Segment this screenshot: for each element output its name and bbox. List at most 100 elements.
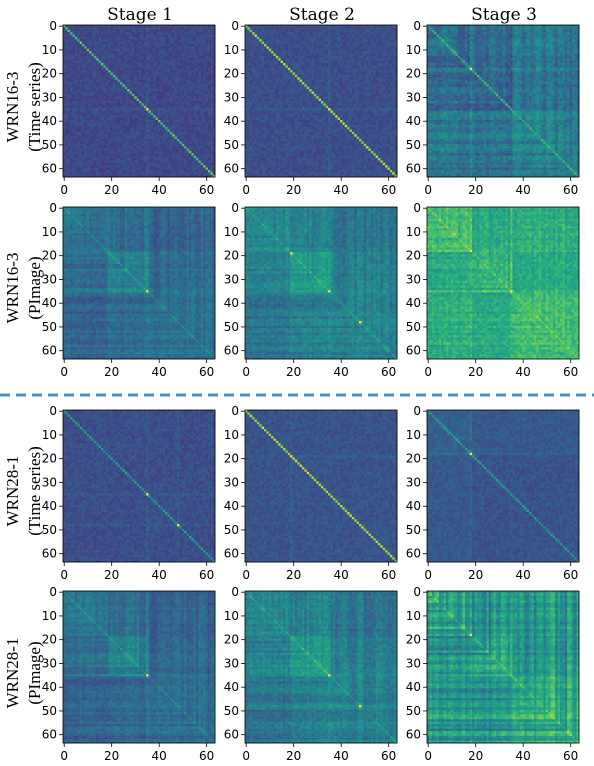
heatmap-cell (146, 30, 149, 33)
heatmap-cell (75, 65, 78, 68)
heatmap-cell (111, 25, 114, 28)
heatmap-cell (99, 73, 102, 76)
heatmap-cell (68, 58, 71, 61)
heatmap-cell (96, 54, 99, 57)
heatmap-cell (75, 25, 78, 28)
heatmap-cell (177, 56, 180, 59)
heatmap-cell (89, 42, 92, 45)
heatmap-cell (189, 80, 192, 83)
heatmap-cell (82, 35, 85, 38)
heatmap-cell (179, 32, 182, 35)
heatmap-cell (141, 44, 144, 47)
heatmap-cell (89, 63, 92, 66)
heatmap-cell (77, 25, 80, 28)
heatmap-cell (113, 27, 116, 30)
heatmap-cell (65, 68, 68, 71)
heatmap-cell (115, 68, 118, 71)
heatmap-cell (70, 37, 73, 40)
heatmap-cell (163, 82, 166, 85)
heatmap-cell (153, 65, 156, 68)
heatmap-cell (206, 61, 209, 64)
heatmap-cell (175, 87, 178, 90)
heatmap-cell (99, 51, 102, 54)
heatmap-cell (194, 32, 197, 35)
heatmap-cell (210, 54, 213, 57)
heatmap-cell (160, 77, 163, 80)
heatmap-cell (96, 70, 99, 73)
heatmap-cell (134, 87, 137, 90)
heatmap-cell (68, 35, 71, 38)
heatmap-cell (103, 27, 106, 30)
heatmap-cell (191, 58, 194, 61)
heatmap-cell (73, 54, 76, 57)
heatmap-cell (134, 77, 137, 80)
heatmap-cell (65, 63, 68, 66)
heatmap-cell (94, 51, 97, 54)
heatmap-cell (99, 68, 102, 71)
heatmap-cell (168, 37, 171, 40)
heatmap-cell (191, 80, 194, 83)
heatmap-cell (184, 37, 187, 40)
heatmap-cell (96, 51, 99, 54)
heatmap-cell (92, 54, 95, 57)
heatmap-cell (118, 56, 121, 59)
heatmap-cell (118, 84, 121, 87)
heatmap-cell (165, 37, 168, 40)
heatmap-cell (158, 75, 161, 78)
heatmap-cell (125, 56, 128, 59)
heatmap-cell (96, 39, 99, 42)
heatmap-cell (198, 75, 201, 78)
heatmap-cell (96, 27, 99, 30)
heatmap-cell (208, 77, 211, 80)
heatmap-cell (208, 70, 211, 73)
heatmap-cell (177, 75, 180, 78)
heatmap-cell (73, 58, 76, 61)
heatmap-cell (92, 73, 95, 76)
heatmap-cell (113, 73, 116, 76)
heatmap-cell (144, 25, 147, 28)
heatmap-cell (139, 49, 142, 52)
heatmap-cell (101, 27, 104, 30)
heatmap-cell (108, 84, 111, 87)
heatmap-cell (141, 68, 144, 71)
heatmap-cell (170, 39, 173, 42)
heatmap-cell (191, 87, 194, 90)
heatmap-cell (160, 42, 163, 45)
heatmap-cell (63, 46, 66, 49)
heatmap-cell (144, 58, 147, 61)
heatmap-cell (160, 30, 163, 33)
heatmap-cell (208, 42, 211, 45)
heatmap-cell (89, 25, 92, 28)
heatmap-cell (182, 35, 185, 38)
heatmap-cell (177, 39, 180, 42)
heatmap-cell (115, 51, 118, 54)
heatmap-cell (87, 87, 90, 90)
heatmap-cell (196, 49, 199, 52)
heatmap-cell (146, 27, 149, 30)
heatmap-cell (172, 27, 175, 30)
heatmap-cell (127, 49, 130, 52)
heatmap-cell (130, 82, 133, 85)
heatmap-cell (122, 51, 125, 54)
heatmap-cell (168, 44, 171, 47)
heatmap-cell (194, 61, 197, 64)
heatmap-cell (177, 73, 180, 76)
heatmap-cell (168, 73, 171, 76)
heatmap-cell (118, 68, 121, 71)
heatmap-cell (179, 49, 182, 52)
heatmap-cell (196, 70, 199, 73)
heatmap-cell (82, 65, 85, 68)
heatmap-cell (94, 37, 97, 40)
heatmap-cell (75, 32, 78, 35)
heatmap-cell (92, 49, 95, 52)
heatmap-cell (187, 82, 190, 85)
heatmap-cell (170, 44, 173, 47)
heatmap-cell (210, 25, 213, 28)
heatmap-cell (149, 56, 152, 59)
heatmap-cell (122, 56, 125, 59)
heatmap-cell (96, 49, 99, 52)
heatmap-cell (210, 30, 213, 33)
heatmap-cell (198, 51, 201, 54)
heatmap-cell (201, 63, 204, 66)
heatmap-cell (120, 54, 123, 57)
